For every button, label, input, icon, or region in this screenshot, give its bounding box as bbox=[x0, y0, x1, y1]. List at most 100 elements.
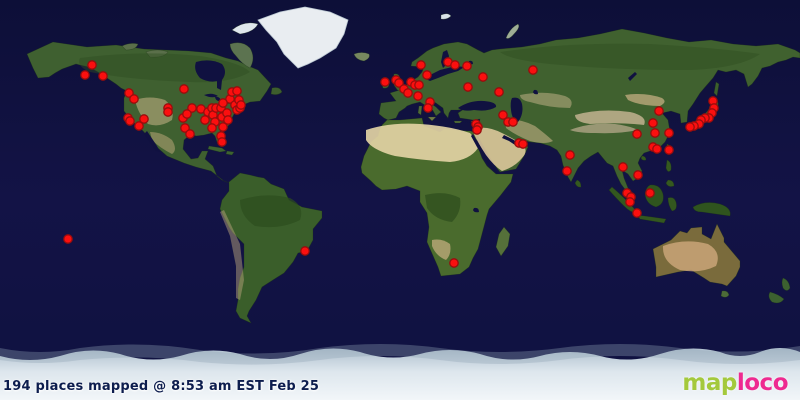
visitor-marker bbox=[565, 150, 575, 160]
island-novaya-zemlya bbox=[505, 23, 520, 39]
desert-gobi bbox=[625, 94, 665, 106]
visitor-marker bbox=[232, 86, 242, 96]
visitor-marker bbox=[416, 60, 426, 70]
visitor-marker bbox=[618, 162, 628, 172]
visitor-marker bbox=[403, 88, 413, 98]
visitor-marker bbox=[625, 197, 635, 207]
logo-part-loco: loco bbox=[736, 370, 789, 396]
visitor-marker bbox=[139, 114, 149, 124]
visitor-marker bbox=[648, 118, 658, 128]
visitor-marker bbox=[463, 82, 473, 92]
island-sardinia bbox=[417, 105, 423, 116]
visitor-marker bbox=[98, 71, 108, 81]
island-new-zealand-north bbox=[781, 277, 791, 291]
visitor-marker bbox=[185, 129, 195, 139]
black-sea bbox=[458, 100, 497, 111]
island-tasmania bbox=[720, 290, 730, 298]
island-hainan bbox=[640, 155, 647, 161]
desert-kalahari-2 bbox=[432, 239, 451, 260]
visitor-marker bbox=[380, 77, 390, 87]
visitor-marker bbox=[218, 122, 228, 132]
visitor-marker bbox=[664, 145, 674, 155]
visitor-marker bbox=[562, 166, 572, 176]
antarctica bbox=[0, 348, 800, 400]
desert-sahara bbox=[366, 123, 478, 162]
visitor-marker bbox=[423, 103, 433, 113]
island-sulawesi bbox=[667, 197, 677, 212]
visitor-marker bbox=[518, 139, 528, 149]
visitor-marker bbox=[394, 78, 404, 88]
island-sakhalin bbox=[713, 81, 720, 97]
visitor-marker bbox=[508, 117, 518, 127]
island-sri-lanka bbox=[574, 179, 582, 188]
visitor-marker bbox=[163, 107, 173, 117]
island-ellesmere bbox=[231, 22, 259, 35]
visitor-marker bbox=[180, 123, 190, 133]
desert-central-asia bbox=[520, 92, 572, 108]
lake-baikal bbox=[628, 72, 637, 81]
island-newfoundland bbox=[270, 87, 283, 95]
visitor-marker bbox=[652, 144, 662, 154]
visitor-marker bbox=[129, 94, 139, 104]
antarctica-sea-ice bbox=[0, 344, 800, 365]
status-text: 194 places mapped @ 8:53 am EST Feb 25 bbox=[3, 379, 320, 394]
visitor-marker bbox=[87, 60, 97, 70]
gulf-of-california bbox=[144, 131, 160, 152]
island-new-zealand-south bbox=[768, 291, 785, 304]
island-iceland bbox=[353, 52, 370, 62]
visitor-marker bbox=[528, 65, 538, 75]
visitor-marker bbox=[63, 234, 73, 244]
mountains-himalaya bbox=[570, 123, 638, 134]
plateau-tibet bbox=[575, 110, 645, 125]
visitor-marker bbox=[236, 100, 246, 110]
lake-victoria bbox=[473, 207, 479, 213]
island-banks bbox=[121, 43, 139, 51]
island-cuba bbox=[207, 145, 227, 153]
visitor-marker bbox=[645, 188, 655, 198]
mountains-andes bbox=[220, 210, 244, 300]
visitor-marker bbox=[478, 72, 488, 82]
island-java bbox=[636, 214, 667, 224]
visitor-marker bbox=[179, 84, 189, 94]
desert-iran bbox=[505, 119, 553, 143]
visitor-marker bbox=[650, 128, 660, 138]
visitor-marker bbox=[494, 87, 504, 97]
visitor-marker bbox=[218, 98, 228, 108]
visitor-marker bbox=[685, 122, 695, 132]
visitor-marker bbox=[414, 80, 424, 90]
terrain-overlays bbox=[79, 43, 760, 300]
visitor-marker bbox=[450, 60, 460, 70]
island-madagascar bbox=[495, 226, 511, 257]
visitor-marker bbox=[632, 129, 642, 139]
visitor-marker bbox=[134, 121, 144, 131]
desert-arabia bbox=[474, 127, 526, 171]
island-hispaniola bbox=[225, 150, 235, 156]
logo-part-map: map bbox=[682, 370, 737, 396]
desert-mexico bbox=[150, 132, 175, 154]
visitor-marker bbox=[498, 110, 508, 120]
maploco-logo: maploco bbox=[682, 370, 788, 396]
visitor-marker bbox=[200, 115, 210, 125]
island-svalbard bbox=[440, 13, 452, 20]
greenland bbox=[257, 6, 349, 69]
visitor-marker bbox=[124, 88, 134, 98]
red-sea bbox=[471, 134, 499, 174]
visitor-marker bbox=[472, 125, 482, 135]
visitor-marker bbox=[422, 70, 432, 80]
visitor-marker bbox=[664, 128, 674, 138]
island-mindanao bbox=[665, 179, 675, 187]
visitor-marker bbox=[182, 109, 192, 119]
visitor-marker bbox=[80, 70, 90, 80]
visitor-marker bbox=[449, 258, 459, 268]
island-baffin bbox=[229, 42, 254, 69]
island-sicily bbox=[427, 116, 437, 122]
visitor-marker bbox=[207, 123, 217, 133]
hudson-bay bbox=[195, 60, 225, 82]
desert-australia-interior bbox=[662, 241, 718, 272]
visitor-marker bbox=[125, 116, 135, 126]
island-luzon bbox=[665, 159, 672, 172]
james-bay bbox=[217, 80, 222, 90]
